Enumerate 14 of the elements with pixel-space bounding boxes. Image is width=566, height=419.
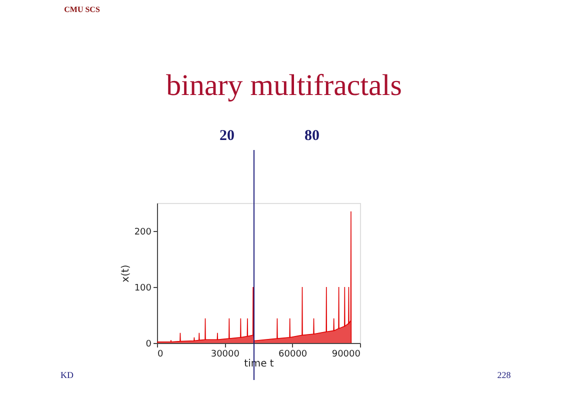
- chart-title: binary multifractals: [166, 69, 402, 102]
- y-axis-title: x(t): [120, 264, 132, 282]
- text: 228: [497, 370, 512, 380]
- text: CMU SCS: [64, 5, 100, 14]
- x-tick-label: 0: [158, 350, 164, 360]
- y-tick-label: 0: [146, 340, 152, 350]
- text: 80: [304, 128, 320, 144]
- x-tick-label: 90000: [332, 350, 361, 360]
- y-tick-label: 100: [134, 284, 152, 294]
- x-tick-label: 30000: [210, 350, 240, 360]
- y-tick-label: 200: [134, 228, 152, 238]
- text: KD: [60, 370, 74, 380]
- x-tick-label: 60000: [278, 350, 308, 360]
- text: 20: [220, 128, 234, 144]
